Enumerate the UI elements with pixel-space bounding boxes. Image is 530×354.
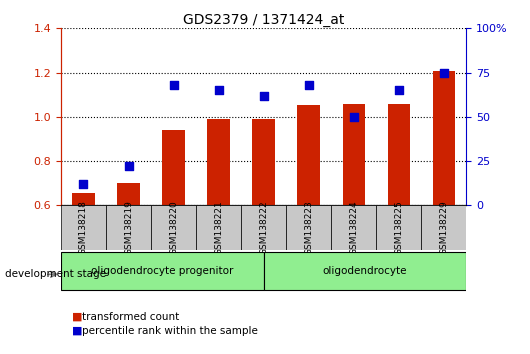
Bar: [331, 205, 376, 250]
Point: [350, 114, 358, 120]
Bar: [196, 205, 241, 250]
Bar: [151, 205, 196, 250]
Text: GSM138221: GSM138221: [214, 200, 223, 255]
Bar: [297, 105, 320, 205]
Text: GSM138224: GSM138224: [349, 200, 358, 255]
Point: [169, 82, 178, 88]
Point: [440, 70, 448, 75]
Bar: [432, 72, 455, 205]
Text: GSM138218: GSM138218: [79, 200, 88, 255]
Text: development stage: development stage: [5, 269, 107, 279]
Bar: [421, 205, 466, 250]
Bar: [263, 252, 466, 290]
Text: GSM138220: GSM138220: [169, 200, 178, 255]
Point: [304, 82, 313, 88]
Bar: [72, 193, 95, 205]
Text: percentile rank within the sample: percentile rank within the sample: [82, 326, 258, 336]
Bar: [241, 205, 286, 250]
Text: ■: ■: [72, 326, 82, 336]
Bar: [207, 119, 230, 205]
Text: ■: ■: [72, 312, 82, 322]
Bar: [342, 103, 365, 205]
Bar: [387, 103, 410, 205]
Bar: [162, 130, 185, 205]
Point: [259, 93, 268, 98]
Title: GDS2379 / 1371424_at: GDS2379 / 1371424_at: [183, 13, 344, 27]
Bar: [117, 183, 140, 205]
Text: GSM138229: GSM138229: [439, 200, 448, 255]
Text: oligodendrocyte progenitor: oligodendrocyte progenitor: [91, 266, 234, 276]
Bar: [61, 205, 106, 250]
Bar: [61, 252, 264, 290]
Text: GSM138225: GSM138225: [394, 200, 403, 255]
Point: [124, 164, 132, 169]
Text: GSM138223: GSM138223: [304, 200, 313, 255]
Point: [214, 87, 223, 93]
Point: [394, 87, 403, 93]
Point: [80, 181, 88, 187]
Text: transformed count: transformed count: [82, 312, 179, 322]
Text: oligodendrocyte: oligodendrocyte: [323, 266, 407, 276]
Bar: [286, 205, 331, 250]
Bar: [252, 119, 275, 205]
Text: GSM138222: GSM138222: [259, 200, 268, 255]
Text: GSM138219: GSM138219: [124, 200, 133, 255]
Bar: [376, 205, 421, 250]
Bar: [106, 205, 151, 250]
